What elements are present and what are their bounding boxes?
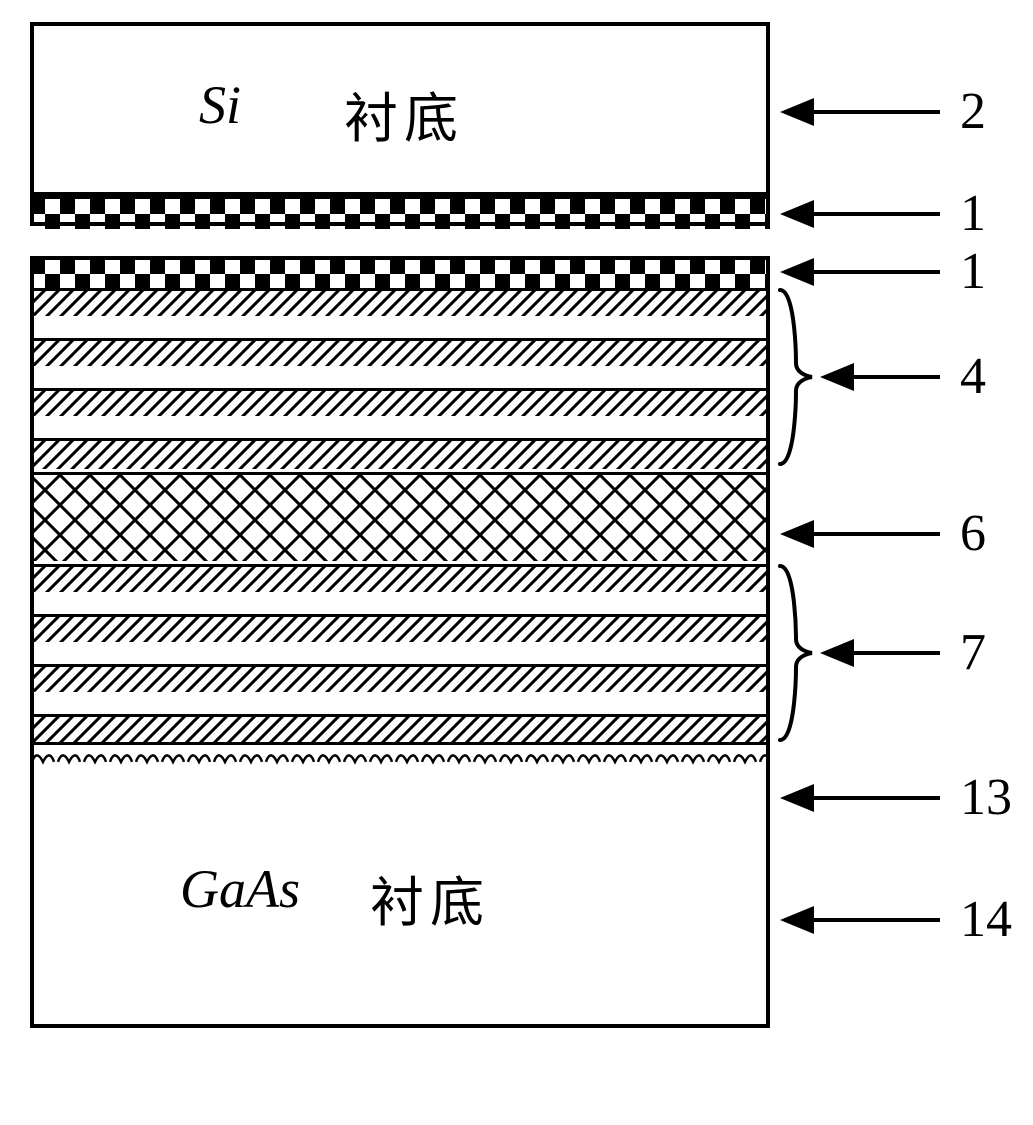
gaas-substrate-layer: GaAs 衬底 [30,768,770,1028]
n-dbr-spacer [30,642,770,664]
p-dbr-hatch-layer [30,438,770,466]
si-substrate-label: 衬底 [344,74,464,153]
p-dbr-spacer [30,416,770,438]
n-dbr-hatch-layer [30,664,770,692]
n-dbr-hatch-layer [30,564,770,592]
gaas-substrate-label: 衬底 [370,858,490,937]
diagram-stage: Si衬底GaAs衬底2114671314 [0,0,1033,1125]
brace-p-dbr-group [776,288,806,466]
si-substrate-layer: Si 衬底 [30,22,770,196]
callout-label-active-crosshatch: 6 [960,504,986,563]
p-dbr-hatch-layer [30,388,770,416]
p-dbr-hatch-layer [30,288,770,316]
p-dbr-spacer [30,316,770,338]
callout-label-gaas-substrate: 14 [960,890,1012,949]
callout-label-main-checker: 1 [960,242,986,301]
main-bonding-layer [30,256,770,286]
n-dbr-spacer [30,592,770,614]
n-dbr-spacer [30,692,770,714]
callout-label-top-checker: 1 [960,184,986,243]
p-dbr-spacer [30,366,770,388]
gaas-label: GaAs [180,858,300,920]
callout-label-si-substrate: 2 [960,82,986,141]
si-label: Si [199,74,241,136]
top-bonding-layer [30,196,770,226]
etch-stop-layer [30,742,770,768]
n-dbr-hatch-layer [30,714,770,742]
p-dbr-hatch-layer [30,338,770,366]
callout-label-etch-stop-bird: 13 [960,768,1012,827]
callout-label-p-dbr-group: 4 [960,347,986,406]
callout-label-n-dbr-group: 7 [960,623,986,682]
brace-n-dbr-group [776,564,806,742]
n-dbr-hatch-layer [30,614,770,642]
active-layer [30,472,770,558]
